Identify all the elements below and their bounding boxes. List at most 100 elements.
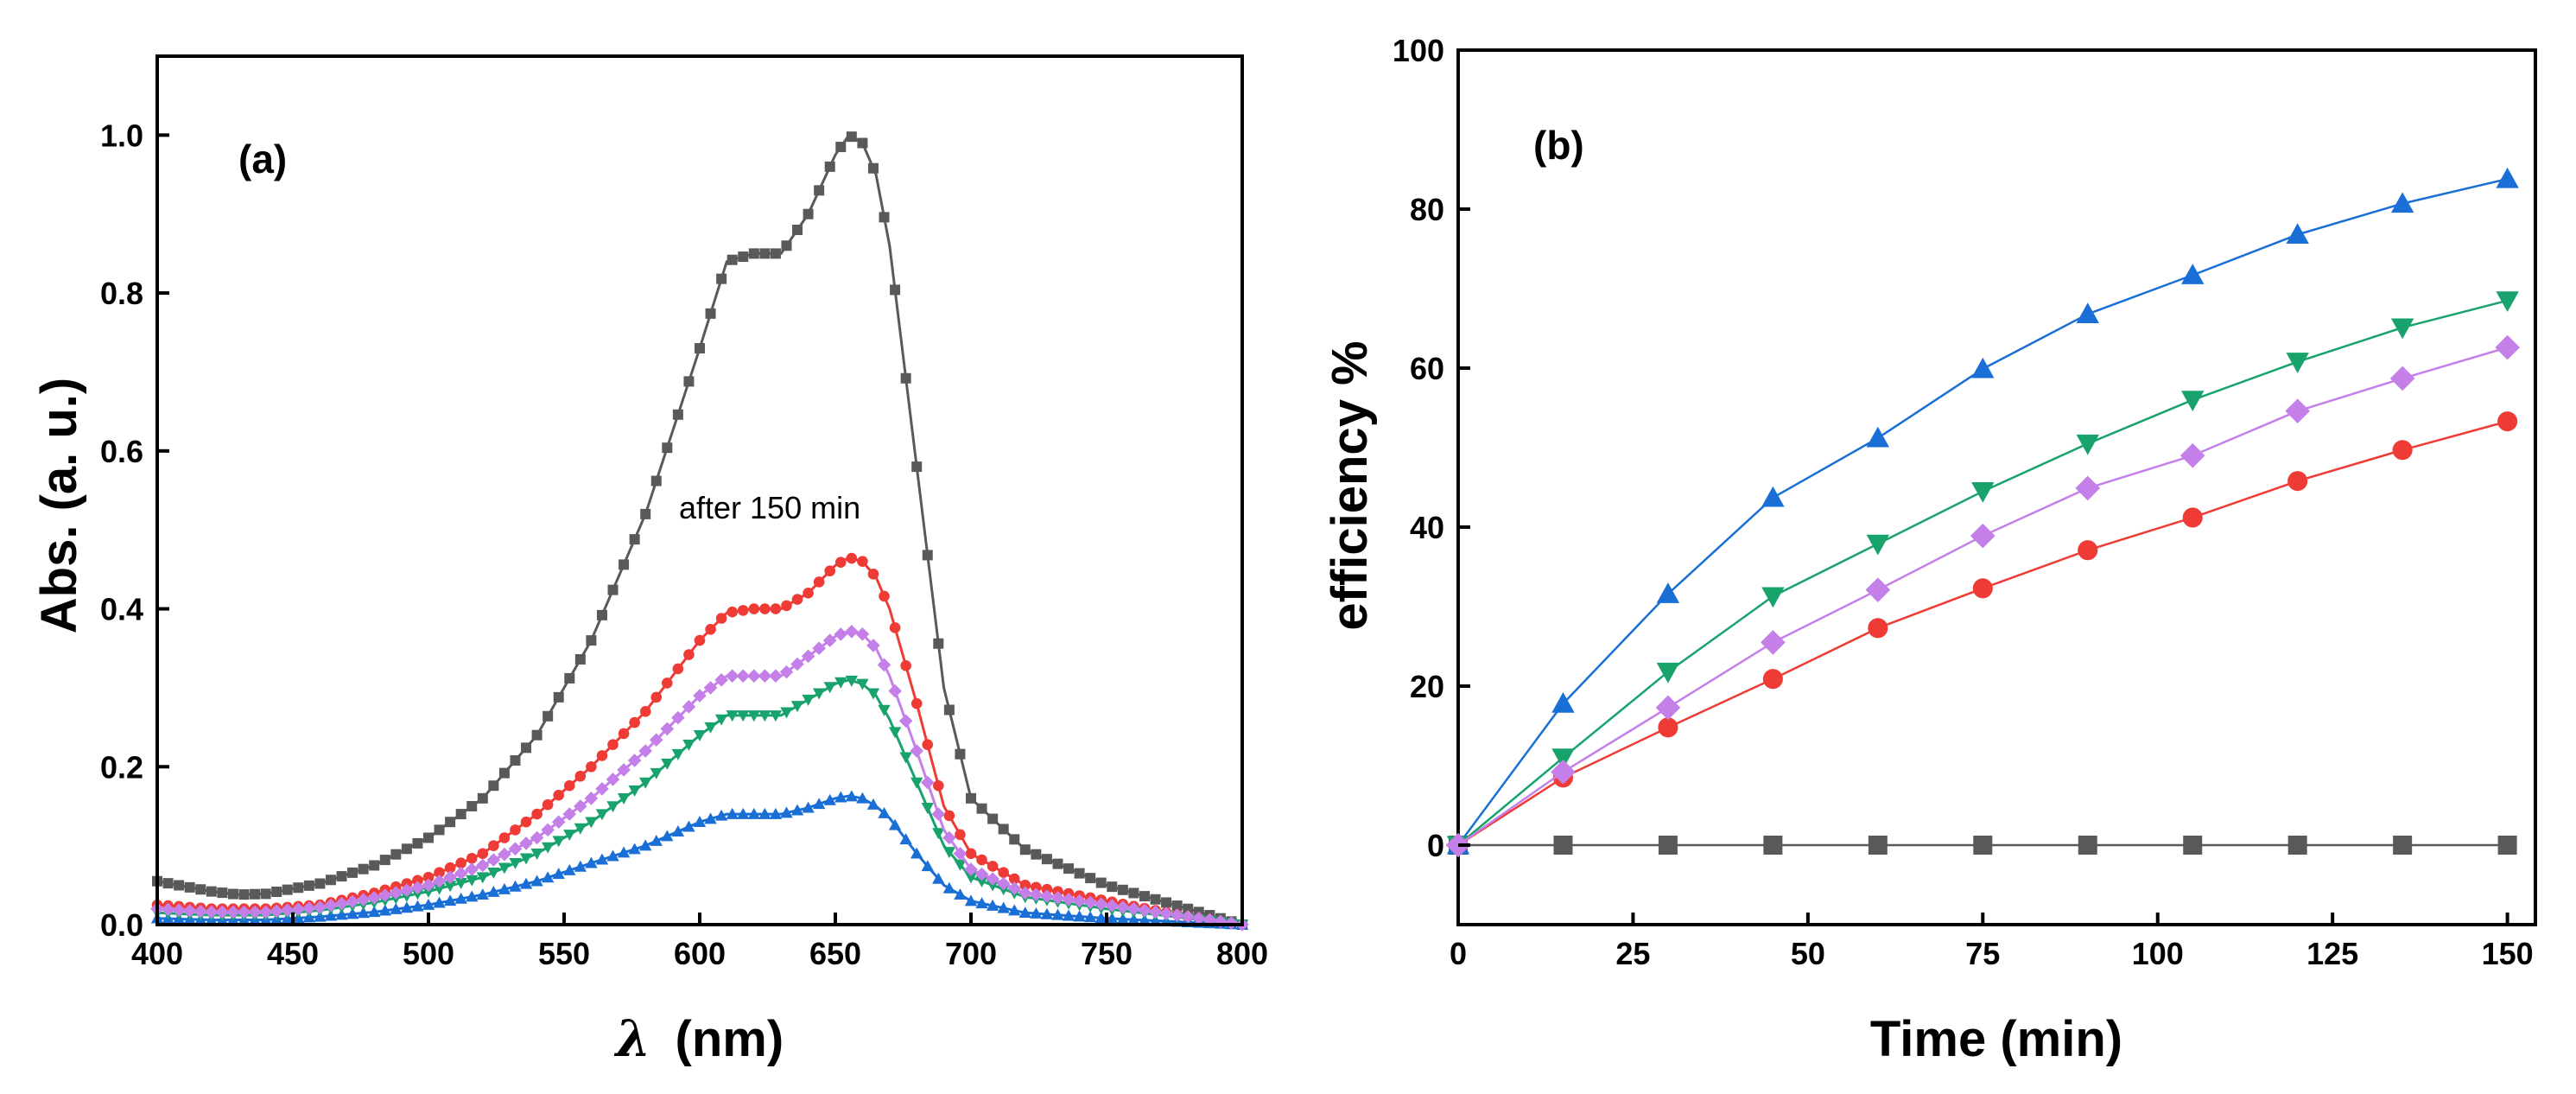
panel-a-data-point-ttio2-10wtbc [726,710,739,722]
panel-a-data-point-ttio2-10wtbc [552,836,565,848]
panel-a-data-point-tio2 [922,739,934,750]
panel-a-data-point-control-mb [477,792,488,804]
panel-a-data-point-ttio2-10wtbc [932,828,945,840]
panel-a-data-point-ttio2-10wtbc [433,883,446,895]
panel-b-ytick-label: 100 [1393,33,1444,68]
panel-a-data-point-ttio2-10wtbc [574,823,587,835]
panel-b-data-point-tio2 [2392,440,2413,461]
panel-a-data-point-tio2 [976,854,987,866]
panel-a-data-point-control-mb [867,162,879,174]
panel-a-data-point-tio2-5wtbc [378,904,391,916]
panel-a-xtick-label: 450 [267,936,319,971]
panel-a-data-point-control-mb [227,888,238,900]
panel-a-data-point-ttio2-10wtbc [650,767,663,779]
panel-a-data-point-tio2-5wtbc [617,846,631,858]
panel-b-data-point-tio2-5wtbc [1551,692,1575,713]
panel-a-data-point-control-mb [695,343,705,354]
panel-b-data-point-tio2-10wtbc [2390,318,2414,340]
panel-b-data-point-tio2-5wtbc [2076,302,2099,323]
panel-a-data-point-tio2-5wtbc [422,898,435,910]
panel-a-data-point-control-mb [358,863,369,875]
panel-a-data-point-tio2-15wtbc [942,830,956,845]
panel-a-data-point-control-mb [184,881,195,893]
panel-a-data-point-tio2-15wtbc [996,876,1011,891]
panel-b-data-point-tio2-5wtbc [2496,167,2519,188]
panel-a-data-point-control-mb [271,886,282,897]
panel-b-data-point-tio2-5wtbc [2390,192,2414,213]
panel-a-data-point-tio2-15wtbc [1040,889,1054,903]
panel-a-data-point-tio2-5wtbc [1083,911,1097,923]
panel-a-data-point-tio2-5wtbc [476,888,489,900]
panel-a-data-point-control-mb [564,672,575,684]
panel-a-data-point-tio2 [759,603,771,614]
panel-a-xtick-label: 800 [1216,936,1268,971]
panel-a-data-point-tio2-15wtbc [812,641,826,656]
panel-a-data-point-ttio2-10wtbc [802,694,815,706]
panel-a-data-point-tio2-15wtbc [551,815,566,830]
panel-a-data-point-tio2-15wtbc [866,639,880,652]
panel-a-data-point-ttio2-10wtbc [639,777,652,789]
panel-b-data-point-tio2-10wtbc [1971,482,1995,503]
panel-a-data-point-control-mb [401,843,412,855]
panel-b-data-point-tio2-15wtbc [1551,760,1576,785]
panel-a-data-point-tio2 [933,779,944,792]
panel-a-data-point-tio2 [824,565,836,576]
panel-a-data-point-ttio2-10wtbc [519,853,533,865]
panel-b-data-point-control-mb [2497,836,2517,855]
panel-a-data-point-tio2-15wtbc [346,894,359,909]
panel-a-data-point-tio2-5wtbc [856,792,869,804]
panel-a-data-point-tio2-5wtbc [639,839,652,851]
panel-a-data-point-tio2 [531,808,542,820]
panel-a-data-point-control-mb [716,273,727,284]
panel-a-data-point-tio2-15wtbc [1138,903,1152,918]
panel-a-data-point-tio2-15wtbc [888,684,902,698]
panel-a-data-point-tio2-15wtbc [649,733,663,747]
panel-a-data-point-control-mb [824,161,835,172]
panel-a-data-point-tio2 [1041,883,1053,895]
panel-a-data-point-tio2 [834,557,847,568]
panel-a-data-point-tio2-15wtbc [194,904,208,919]
panel-a-data-point-tio2-15wtbc [834,627,848,641]
panel-a-data-point-tio2-5wtbc [780,806,793,818]
panel-a-data-point-tio2 [412,875,423,887]
panel-a-data-point-tio2-15wtbc [671,710,685,725]
panel-a-data-point-tio2 [586,760,597,773]
panel-a-xtick-label: 700 [945,936,997,971]
panel-a-data-point-tio2-15wtbc [660,722,675,736]
panel-a-data-point-tio2 [553,789,565,801]
panel-a-xtick-label: 600 [674,936,726,971]
panel-b-data-point-tio2-5wtbc [1656,582,1680,603]
panel-a-data-point-ttio2-10wtbc [964,872,978,884]
panel-a-data-point-ttio2-10wtbc [595,809,609,821]
panel-a-data-point-tio2 [955,829,966,841]
panel-a-data-point-control-mb [314,878,326,889]
panel-a-data-point-tio2 [987,861,999,872]
panel-a-data-point-tio2 [455,857,466,869]
panel-b-ytick-label: 60 [1410,351,1444,386]
panel-a-data-point-tio2 [618,728,630,740]
panel-b-series-markers-tio2 [1448,411,2518,855]
panel-b-data-point-tio2-10wtbc [1551,748,1575,769]
panel-a-data-point-control-mb [726,254,738,265]
panel-a-data-point-tio2-15wtbc [1029,887,1044,902]
panel-b-data-point-tio2 [1762,669,1783,690]
panel-a-data-point-tio2-5wtbc [866,798,880,810]
panel-a-data-point-tio2 [705,624,716,635]
panel-a-data-point-tio2-5wtbc [942,881,956,894]
panel-a-data-point-tio2 [770,603,782,614]
panel-a-data-point-tio2-15wtbc [1191,911,1206,925]
panel-a-data-point-control-mb [195,884,206,895]
panel-b-data-point-tio2-10wtbc [1866,534,1890,556]
panel-a-data-point-tio2-15wtbc [476,858,490,873]
panel-b-ytick-label: 20 [1410,669,1444,704]
panel-a-data-point-tio2-5wtbc [563,863,576,875]
panel-b-data-point-control-mb [1553,836,1573,855]
panel-a-data-point-tio2-5wtbc [964,894,978,906]
panel-a-data-point-tio2 [563,779,575,792]
panel-a-data-point-tio2-5wtbc [682,820,695,832]
panel-a-data-point-tio2-15wtbc [562,807,577,821]
panel-a-data-point-tio2-5wtbc [1030,906,1043,919]
panel-a-data-point-control-mb [1031,849,1042,860]
panel-a-data-point-ttio2-10wtbc [704,722,717,734]
panel-a-data-point-ttio2-10wtbc [737,710,750,722]
